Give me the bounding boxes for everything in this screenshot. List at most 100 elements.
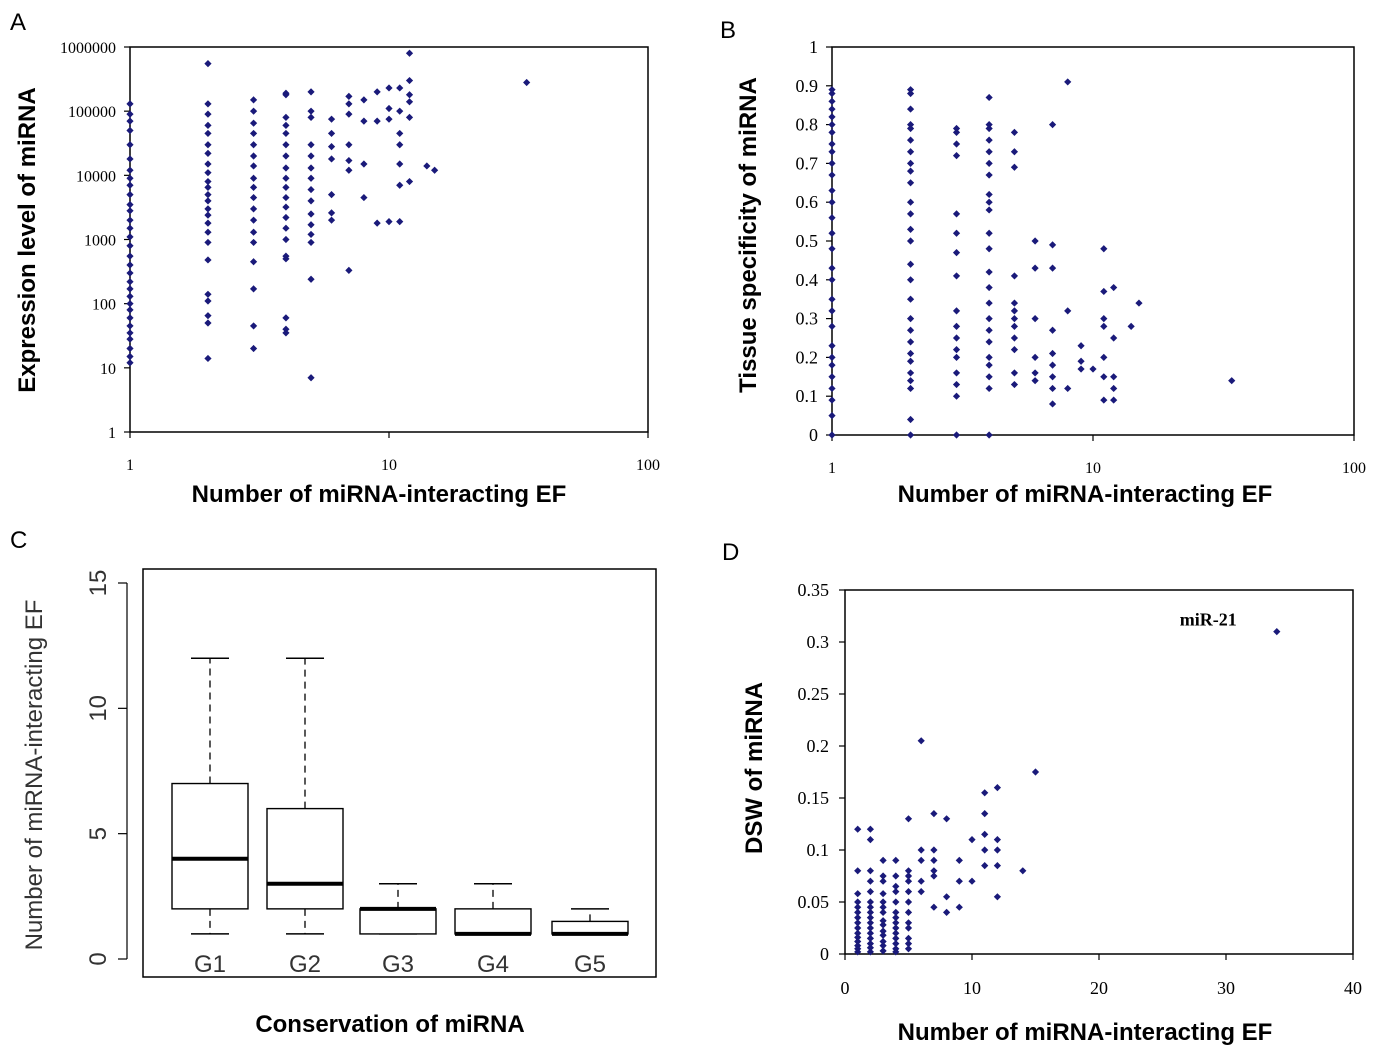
panel-c-boxes: G1 G2 G3 G4 G5	[171, 657, 629, 978]
panel-b-point	[906, 121, 915, 129]
panel-a-point	[307, 197, 315, 205]
panel-b-point	[1077, 357, 1085, 365]
panel-a-point	[327, 216, 336, 224]
panel-b-point	[1010, 272, 1019, 280]
panel-b-point	[985, 361, 993, 369]
panel-d-point	[904, 908, 913, 916]
panel-a-point	[282, 213, 290, 222]
panel-d-point	[981, 846, 989, 854]
panel-b-point	[906, 124, 915, 133]
panel-b-point	[1110, 373, 1118, 381]
panel-d-point	[866, 867, 874, 875]
panel-a-point	[204, 312, 212, 320]
panel-d-point	[1031, 768, 1040, 776]
panel-b-point	[1110, 334, 1118, 342]
panel-a-point	[373, 88, 381, 96]
panel-b-point	[828, 121, 836, 129]
panel-b-point	[1010, 163, 1019, 171]
panel-d-point	[993, 893, 1001, 901]
panel-a-point	[396, 181, 404, 189]
panel-d-point	[917, 846, 925, 854]
panel-b-point	[828, 89, 836, 98]
panel-b-point	[828, 148, 836, 156]
panel-a-point	[126, 100, 134, 108]
panel-d-point	[866, 944, 874, 952]
panel-b-point	[828, 276, 836, 284]
panel-a-point	[249, 107, 258, 115]
panel-a-point	[249, 344, 258, 353]
panel-a-point	[249, 129, 258, 138]
panel-b-point	[985, 326, 993, 334]
panel-a-x-axis-title: Number of miRNA-interacting EF	[192, 481, 567, 508]
panel-d-point	[930, 903, 938, 911]
panel-d-y-tick-label: 0.15	[798, 788, 830, 808]
panel-d-point	[904, 872, 913, 880]
panel-a-point	[385, 104, 393, 113]
panel-a-point	[126, 278, 134, 286]
panel-b-y-tick-label: 0.9	[796, 76, 819, 96]
panel-a-point	[360, 117, 368, 125]
panel-a-point	[345, 166, 353, 174]
panel-a-point	[282, 164, 290, 172]
panel-b-point	[828, 396, 836, 404]
panel-d-point	[1019, 867, 1027, 875]
panel-b-point	[1077, 342, 1085, 350]
panel-d-point	[866, 908, 874, 916]
panel-d-point	[917, 888, 925, 896]
panel-a-point	[282, 252, 290, 260]
panel-b-point	[985, 299, 993, 307]
panel-d-point	[904, 815, 913, 823]
panel-d-annotation-mir21: miR-21	[1180, 610, 1237, 630]
panel-a-point	[360, 193, 368, 202]
panel-d-y-tick-label: 0	[820, 944, 829, 964]
panel-a-point	[249, 216, 258, 224]
panel-b-y-tick-label: 0.3	[796, 309, 819, 329]
panel-d-point	[854, 898, 862, 906]
panel-d-point	[854, 908, 862, 916]
panel-b-point	[1031, 353, 1039, 361]
panel-d-point	[892, 908, 900, 916]
panel-d-x-tick-label: 10	[963, 978, 981, 998]
panel-d-point	[879, 877, 887, 885]
panel-b-point	[985, 315, 993, 323]
panel-c-box	[171, 782, 249, 910]
panel-letter-c: C	[10, 527, 27, 554]
panel-b-point	[1135, 299, 1143, 307]
panel-b-point	[985, 171, 993, 179]
panel-a-point	[249, 119, 258, 127]
panel-d-point	[866, 877, 874, 885]
panel-d-point	[904, 945, 913, 953]
panel-b-point	[828, 431, 836, 439]
panel-c-y-axis: 0 5 10 15	[85, 570, 128, 966]
panel-b-point	[1100, 353, 1108, 361]
panel-b-point	[828, 229, 836, 237]
panel-a-point	[282, 129, 290, 138]
panel-a-point	[327, 143, 336, 151]
panel-a-y-tick-label: 1000	[84, 233, 116, 250]
panel-a-point	[345, 141, 353, 149]
panel-a-point	[126, 191, 134, 199]
panel-b-point	[985, 124, 993, 133]
panel-d-point	[955, 903, 963, 911]
panel-d-point	[866, 924, 874, 932]
panel-d-point	[879, 947, 887, 955]
panel-a-point	[327, 155, 336, 163]
panel-a-point	[282, 329, 290, 337]
panel-a-x-tick-label: 10	[381, 457, 397, 474]
panel-b-point	[1100, 373, 1108, 381]
panel-a-point	[282, 121, 290, 130]
panel-d-point	[854, 929, 862, 937]
panel-b-point	[1010, 299, 1019, 307]
panel-b-point	[952, 249, 961, 257]
panel-a-point	[204, 197, 212, 205]
panel-a-point	[405, 98, 414, 106]
panel-b-y-tick-label: 1	[809, 37, 818, 57]
panel-a-point	[126, 216, 134, 224]
panel-d-point	[879, 856, 887, 864]
panel-d-point	[879, 917, 887, 925]
panel-c-box	[266, 807, 344, 910]
panel-b-point	[985, 338, 993, 346]
panel-b-point	[1031, 315, 1039, 323]
panel-a-point	[126, 322, 134, 330]
panel-b-point	[1010, 315, 1019, 323]
